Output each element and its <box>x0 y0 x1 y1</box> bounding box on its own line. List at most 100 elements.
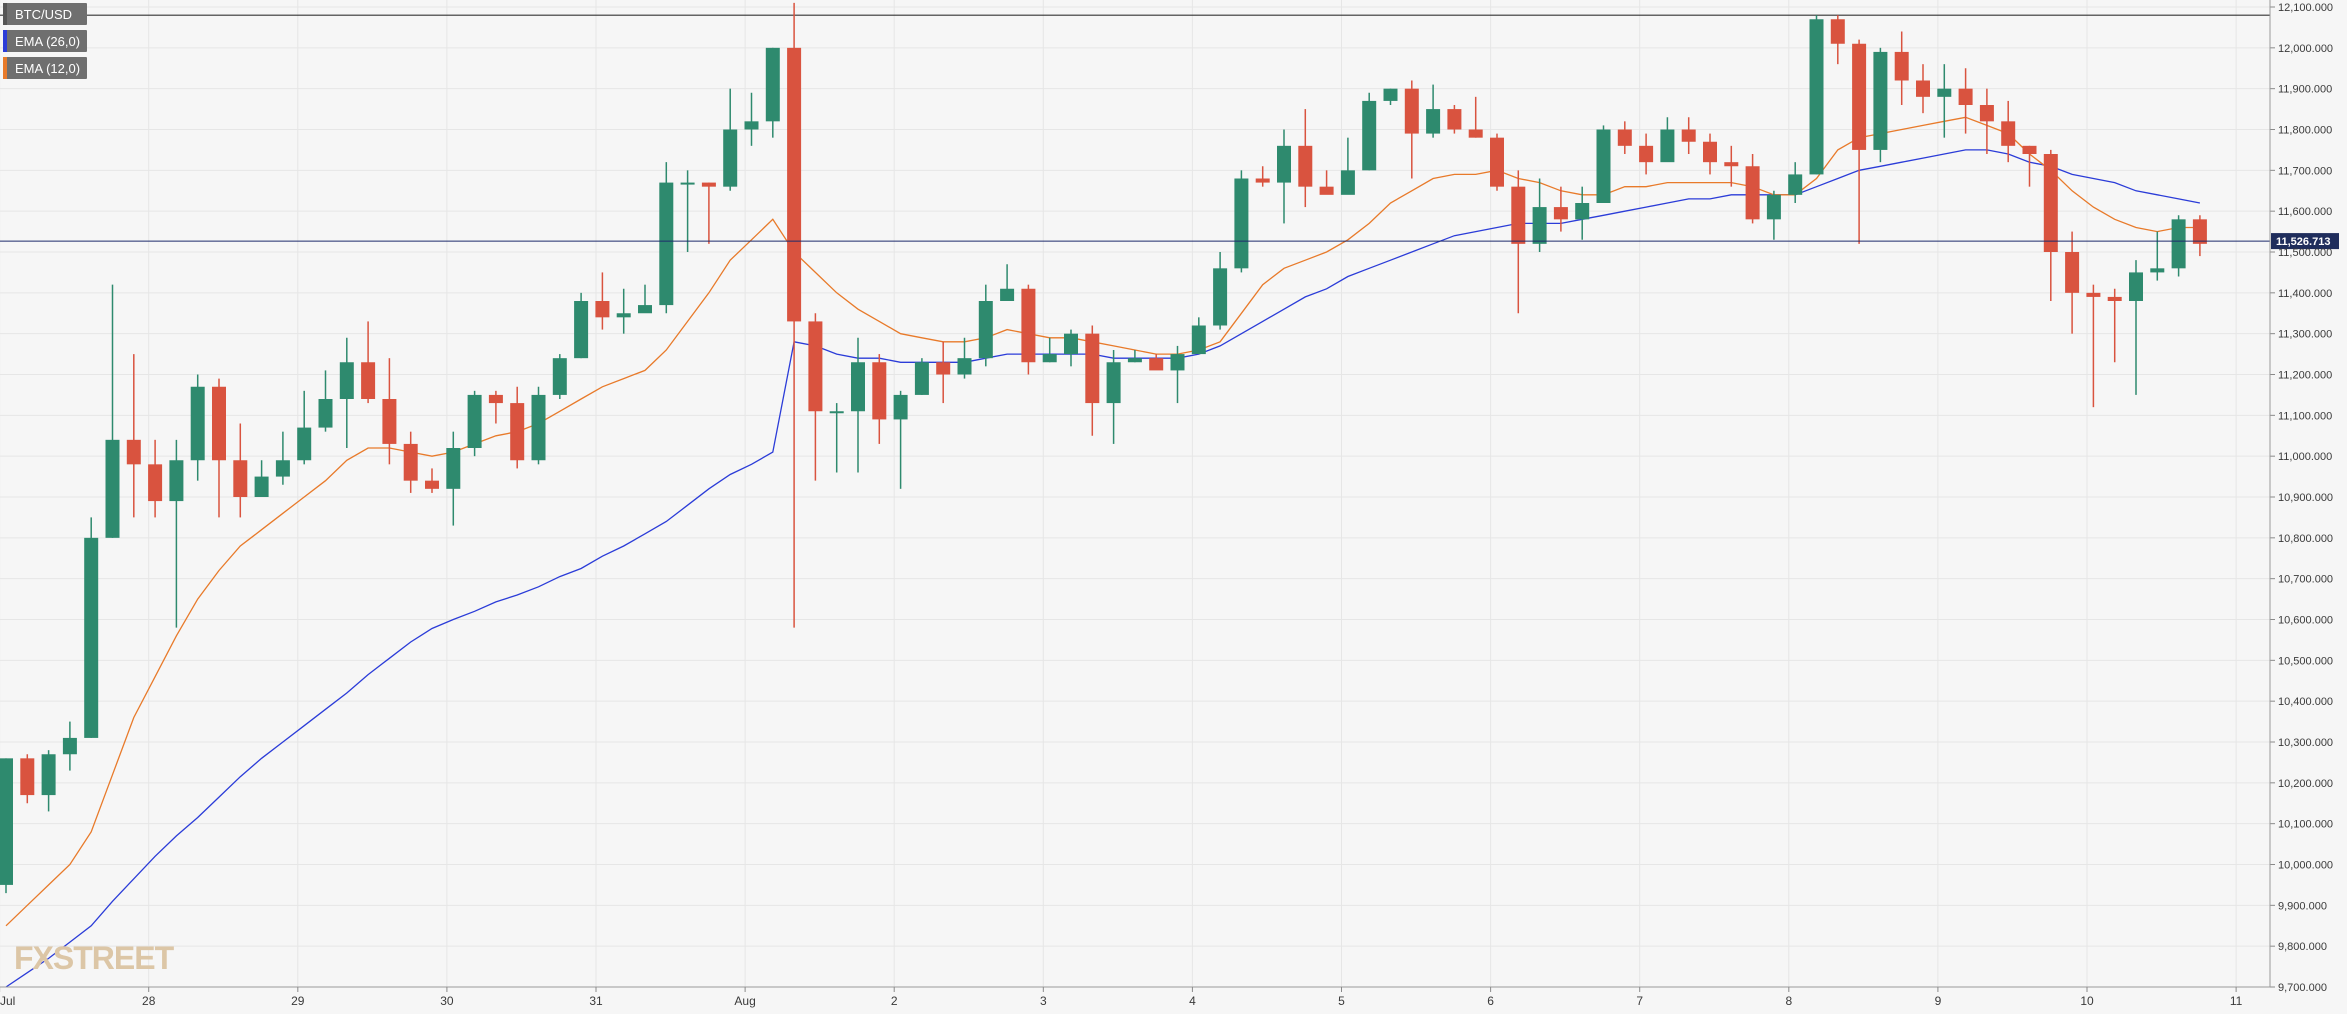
candle <box>446 431 461 526</box>
x-tick-label: 31 <box>589 994 603 1008</box>
candle <box>62 721 77 771</box>
candle-body <box>488 394 503 404</box>
candle <box>1511 170 1526 314</box>
candle-body <box>1255 178 1270 183</box>
candle <box>1490 133 1504 191</box>
candle-body <box>1000 288 1015 301</box>
y-tick-label: 9,800.000 <box>2278 941 2327 953</box>
candle <box>1042 337 1057 363</box>
candle-body <box>0 758 13 885</box>
candle <box>659 162 674 314</box>
y-tick-label: 11,200.000 <box>2278 370 2332 382</box>
candle <box>2107 288 2122 363</box>
candle <box>723 88 738 191</box>
candle-body <box>126 439 141 465</box>
time-axis[interactable]: Jul28293031Aug2345678910111213 <box>0 986 2347 1008</box>
candle-body <box>851 362 865 412</box>
candle <box>1021 284 1036 375</box>
y-tick-label: 11,400.000 <box>2278 288 2332 300</box>
candle-body <box>1937 88 1952 97</box>
y-tick-label: 10,900.000 <box>2278 492 2333 504</box>
legend-swatch-symbol <box>3 3 7 25</box>
candle <box>467 390 482 457</box>
axis-background <box>2270 0 2347 1014</box>
candle-body <box>1809 19 1824 175</box>
price-axis[interactable]: 12,100.000 12,000.000 11,900.000 11,800.000… <box>2269 0 2333 994</box>
candle <box>1916 64 1930 114</box>
candle-body <box>1596 129 1611 203</box>
candle <box>1553 186 1568 232</box>
ema-26-line <box>5 149 2201 988</box>
legend-item-symbol[interactable]: BTC/USD <box>3 3 87 25</box>
candle-body <box>1277 145 1291 183</box>
y-tick-label: 11,600.000 <box>2278 206 2332 218</box>
candle-body <box>212 386 226 461</box>
fxstreet-logo: FXSTREET <box>14 940 174 976</box>
candle-body <box>318 399 333 428</box>
candle <box>488 390 503 424</box>
candle-body <box>552 358 567 395</box>
candle <box>1085 325 1100 436</box>
current-price-line: 11,526.713 <box>0 233 2339 250</box>
x-tick-label: Aug <box>734 994 755 1008</box>
candle-body <box>190 386 205 461</box>
candle-body <box>744 121 759 130</box>
candle-body <box>1681 129 1696 142</box>
candle-body <box>872 362 887 420</box>
candle-body <box>105 439 120 538</box>
candle-body <box>1149 358 1164 371</box>
legend-item-ema-26[interactable]: EMA (26,0) <box>3 30 87 52</box>
candle <box>1745 154 1760 224</box>
candle-body <box>1426 109 1441 134</box>
x-tick-label: 9 <box>1935 994 1942 1008</box>
candlesticks <box>0 2 2207 894</box>
candle <box>531 386 546 465</box>
candle-body <box>1511 186 1526 244</box>
candle-body <box>1191 325 1206 355</box>
candle <box>318 370 333 432</box>
candle-body <box>1639 145 1654 163</box>
candle <box>1127 350 1142 363</box>
legend-swatch-ema-12 <box>3 57 7 79</box>
x-tick-label: 4 <box>1189 994 1196 1008</box>
candle <box>701 182 716 244</box>
candle-body <box>1490 137 1504 187</box>
candle-body <box>1894 51 1909 81</box>
x-tick-label: 7 <box>1636 994 1643 1008</box>
y-tick-label: 10,600.000 <box>2278 615 2333 627</box>
candle-body <box>2001 121 2016 146</box>
candle-body <box>169 460 184 502</box>
candle <box>1532 178 1547 252</box>
candle-body <box>510 403 525 461</box>
y-tick-label: 11,000.000 <box>2278 451 2332 463</box>
candle <box>1362 92 1377 171</box>
legend-item-ema-12[interactable]: EMA (12,0) <box>3 57 87 79</box>
candle <box>233 423 248 518</box>
candle <box>1319 170 1334 195</box>
y-tick-label: 12,100.000 <box>2278 2 2333 14</box>
candle-body <box>957 358 972 375</box>
candle-body <box>1319 186 1334 195</box>
candle <box>957 337 972 379</box>
candle-body <box>467 394 482 448</box>
candle <box>1277 129 1291 224</box>
candle-body <box>1703 141 1717 163</box>
y-tick-label: 11,700.000 <box>2278 165 2332 177</box>
candle-body <box>297 427 312 461</box>
candle <box>1191 317 1206 355</box>
candle-body <box>2129 272 2143 301</box>
candle-body <box>1383 88 1398 101</box>
y-tick-label: 10,100.000 <box>2278 819 2333 831</box>
x-tick-label: 11 <box>2230 994 2243 1008</box>
y-tick-label: 11,800.000 <box>2278 125 2332 137</box>
candle <box>275 431 290 485</box>
candle <box>1852 39 1867 244</box>
candle-body <box>659 182 674 306</box>
candle <box>595 272 610 330</box>
candle-body <box>701 182 716 187</box>
candle-body <box>829 411 844 414</box>
candle-body <box>2192 219 2207 244</box>
candle <box>1873 47 1888 163</box>
